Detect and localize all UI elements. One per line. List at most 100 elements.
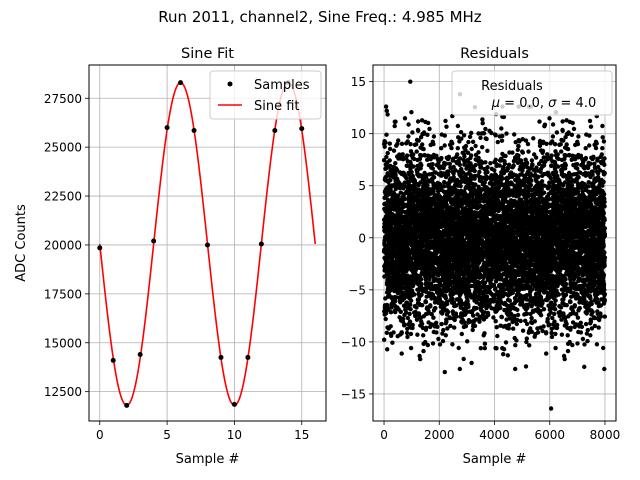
residual-point (443, 118, 448, 124)
residual-point (409, 110, 414, 115)
y-tick-label: −5 (348, 283, 366, 297)
sample-point (137, 351, 143, 357)
y-tick-label: 12500 (44, 385, 82, 399)
residual-point (431, 175, 437, 180)
residual-point (463, 324, 469, 329)
residual-point (407, 311, 412, 317)
residual-point (388, 324, 393, 329)
residual-point (408, 345, 414, 351)
residual-point (434, 320, 439, 325)
residual-point (423, 299, 429, 305)
residual-point (418, 180, 423, 185)
residual-point (480, 145, 485, 150)
residual-point (439, 321, 444, 327)
residual-point (387, 158, 392, 163)
residual-point (441, 184, 447, 189)
sine-fit-legend-box (209, 70, 322, 120)
residual-point (425, 183, 430, 188)
residual-point (482, 346, 487, 351)
residual-point (383, 316, 388, 322)
residual-point (458, 183, 463, 189)
residual-point (421, 333, 426, 338)
residual-point (426, 309, 431, 314)
residual-point (450, 342, 455, 347)
residual-point (480, 117, 485, 122)
residual-point (402, 183, 408, 189)
y-tick-label: 17500 (44, 287, 82, 301)
residual-point (449, 145, 454, 151)
residual-point (448, 323, 453, 329)
y-tick-label: 20000 (44, 238, 82, 252)
residual-point (514, 338, 519, 343)
y-tick-label: −10 (341, 335, 366, 349)
residual-point (463, 143, 469, 149)
residual-point (450, 141, 455, 146)
sine-fit-x-axis-label: Sample # (176, 452, 240, 467)
x-tick-label: 4000 (479, 428, 510, 442)
residual-point (408, 331, 414, 337)
residual-point (404, 330, 410, 336)
y-tick-label: 25000 (44, 141, 82, 155)
residual-point (406, 122, 411, 127)
residual-point (443, 333, 448, 338)
residual-point (441, 327, 446, 333)
residual-point (503, 340, 509, 345)
residual-point (394, 295, 399, 300)
residual-point (387, 141, 392, 146)
legend-sine-fit-label: Sine fit (254, 99, 300, 114)
residual-point (392, 265, 398, 270)
sample-point (178, 80, 184, 86)
residual-point (403, 202, 409, 208)
residual-point (393, 161, 398, 166)
sine-fit-ticks: 0 5 10 151250015000175002000022500250002750… (44, 92, 310, 442)
residual-point (506, 162, 512, 167)
sample-point (97, 245, 103, 251)
residual-point (423, 339, 428, 345)
residual-point (466, 139, 471, 145)
sine-fit-y-axis-label: ADC Counts (14, 204, 29, 282)
residual-point (444, 124, 449, 129)
residual-point (411, 156, 417, 162)
residual-point (391, 330, 396, 335)
residual-point (477, 169, 482, 175)
sample-point (272, 128, 278, 134)
residual-point (459, 136, 464, 141)
residual-point (489, 130, 494, 136)
residual-point (421, 348, 426, 354)
sine-fit-grid (89, 65, 326, 421)
residual-point (462, 154, 467, 159)
residual-point (485, 148, 490, 153)
residual-point (418, 356, 423, 362)
residual-point (425, 132, 430, 137)
residual-point (425, 342, 430, 348)
residual-point (446, 309, 451, 315)
residual-point (506, 322, 512, 328)
residual-point (405, 139, 410, 144)
residual-point (483, 126, 488, 132)
residual-point (425, 157, 430, 162)
residual-point (481, 131, 487, 136)
residual-point (465, 339, 470, 344)
residual-point (505, 353, 510, 358)
residual-point (484, 294, 490, 299)
residual-point (469, 146, 474, 152)
residual-point (410, 130, 415, 135)
residual-point (429, 312, 434, 317)
residual-point (501, 347, 507, 352)
residual-point (413, 313, 418, 318)
sample-point (110, 357, 116, 363)
residual-point (455, 152, 460, 157)
residual-point (455, 146, 460, 151)
residual-point (499, 126, 504, 131)
residual-point (469, 360, 474, 366)
residual-point (406, 134, 411, 139)
residual-point (388, 163, 393, 169)
residual-point (431, 134, 437, 139)
residual-point (399, 330, 404, 335)
sine-fit-plot-area (97, 80, 317, 408)
residual-point (457, 162, 462, 167)
residual-point (477, 319, 482, 324)
residual-point (384, 310, 389, 316)
residuals-plot-area (381, 79, 608, 411)
residual-point (471, 313, 476, 318)
